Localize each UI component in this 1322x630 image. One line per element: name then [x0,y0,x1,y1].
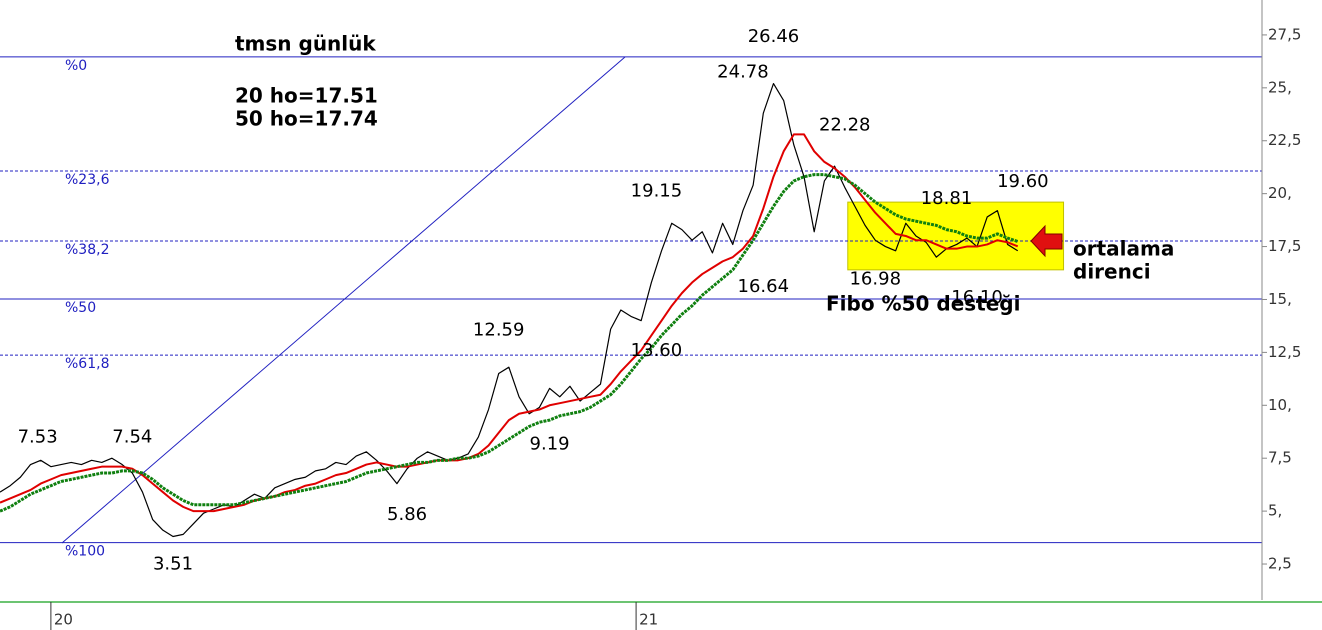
moving-average [0,173,1019,513]
y-tick-label: 20, [1268,184,1292,202]
arrow [1030,224,1063,258]
price-line [0,82,1019,538]
x-tick-label: 21 [639,611,658,629]
y-tick-label: 27,5 [1268,25,1301,43]
resistance-note: ortalama [1073,237,1174,261]
title: tmsn günlük [235,32,376,56]
price-annotation: 22.28 [819,114,871,135]
price-annotation: 19.60 [997,171,1049,192]
fib-label: %100 [65,544,105,560]
y-tick-label: 2,5 [1268,555,1292,573]
y-tick-label: 10, [1268,396,1292,414]
price-annotation: 13.60 [631,340,683,361]
price-annotation: 7.53 [18,427,58,448]
highlight-zone [847,201,1065,271]
marks-layer [0,82,1019,538]
support-note: Fibo %50 desteği [826,292,1020,316]
y-tick-label: 22,5 [1268,131,1301,149]
ma50-note: 50 ho=17.74 [235,107,378,131]
price-annotation: 3.51 [153,554,193,575]
x-tick-label: 20 [54,611,73,629]
y-tick-label: 15, [1268,290,1292,308]
price-annotation: 26.46 [748,26,800,47]
background-layer [0,56,1262,544]
fib-label: %50 [65,300,96,316]
price-annotation: 5.86 [387,504,427,525]
fib-label: %0 [65,58,87,74]
fib-label: %23,6 [65,172,110,188]
price-annotation: 18.81 [921,188,973,209]
y-tick-label: 5, [1268,502,1282,520]
fib-label: %38,2 [65,242,109,258]
ma20-note: 20 ho=17.51 [235,84,378,108]
fib-label: %61,8 [65,356,109,372]
price-annotation: 16.10 [951,287,1003,308]
y-tick-label: 7,5 [1268,449,1292,467]
y-tick-label: 17,5 [1268,237,1301,255]
y-tick-label: 25, [1268,78,1292,96]
trend-line [61,56,626,544]
resistance-note: direnci [1073,260,1151,284]
price-annotation: 19.15 [631,181,683,202]
price-annotation: 12.59 [473,319,525,340]
price-annotation: 16.64 [738,276,790,297]
price-annotation: 9.19 [530,433,570,454]
price-annotation: 7.54 [112,426,152,447]
price-annotation: 24.78 [717,61,769,82]
y-tick-label: 12,5 [1268,343,1301,361]
price-annotation: 16.98 [849,269,901,290]
